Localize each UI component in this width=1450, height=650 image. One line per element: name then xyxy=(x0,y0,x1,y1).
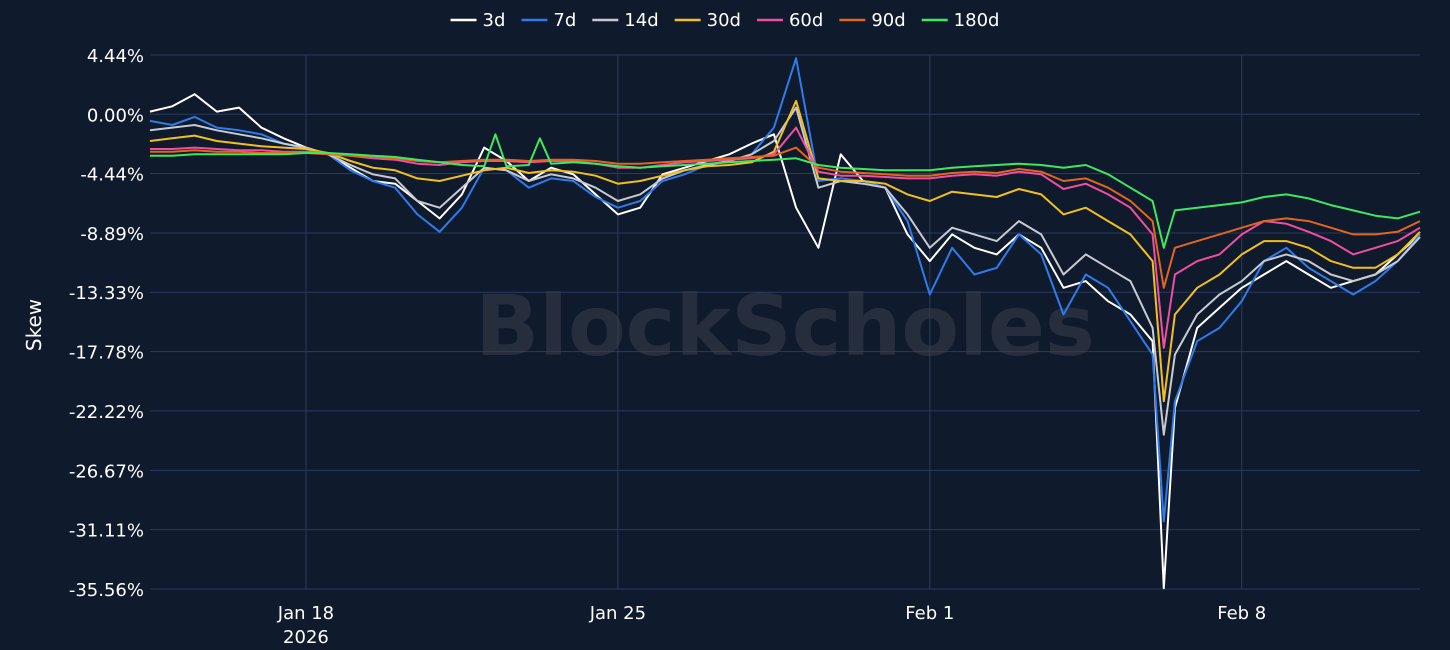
legend-label-7d: 7d xyxy=(553,10,576,31)
y-tick-label: 0.00% xyxy=(87,105,144,126)
x-tick-label: Jan 25 xyxy=(589,603,646,624)
legend-label-14d: 14d xyxy=(624,10,658,31)
y-tick-label: -26.67% xyxy=(69,461,144,482)
x-tick-label: Jan 18 xyxy=(277,603,334,624)
series-line-30d xyxy=(149,99,1421,403)
legend-label-180d: 180d xyxy=(954,10,1000,31)
y-axis-title: Skew xyxy=(22,299,46,351)
series-lines xyxy=(149,57,1421,590)
y-tick-label: -35.56% xyxy=(69,580,144,601)
watermark-text: BlockScholes xyxy=(475,277,1095,375)
y-tick-label: -13.33% xyxy=(69,283,144,304)
y-tick-label: -22.22% xyxy=(69,402,144,423)
x-tick-label: Feb 1 xyxy=(905,603,954,624)
y-tick-label: 4.44% xyxy=(87,46,144,67)
legend-label-30d: 30d xyxy=(707,10,741,31)
x-axis-ticks: Jan 18 2026 Jan 25 Feb 1 Feb 8 xyxy=(277,603,1267,648)
y-tick-label: -31.11% xyxy=(69,521,144,542)
y-tick-label: -4.44% xyxy=(80,165,144,186)
legend-label-90d: 90d xyxy=(871,10,905,31)
legend-label-60d: 60d xyxy=(789,10,823,31)
x-tick-sublabel: 2026 xyxy=(283,627,329,648)
y-axis-ticks: 4.44% 0.00% -4.44% -8.89% -13.33% -17.78% -22.… xyxy=(69,46,144,601)
y-tick-label: -8.89% xyxy=(80,224,144,245)
legend-label-3d: 3d xyxy=(483,10,506,31)
series-line-90d xyxy=(150,146,1421,289)
series-line-180d xyxy=(150,133,1421,249)
x-tick-label: Feb 8 xyxy=(1217,603,1266,624)
y-tick-label: -17.78% xyxy=(69,343,144,364)
legend: 3d 7d 14d 30d 60d 90d 180d xyxy=(450,10,1000,31)
series-line-7d xyxy=(149,57,1421,523)
series-line-14d xyxy=(149,106,1421,436)
